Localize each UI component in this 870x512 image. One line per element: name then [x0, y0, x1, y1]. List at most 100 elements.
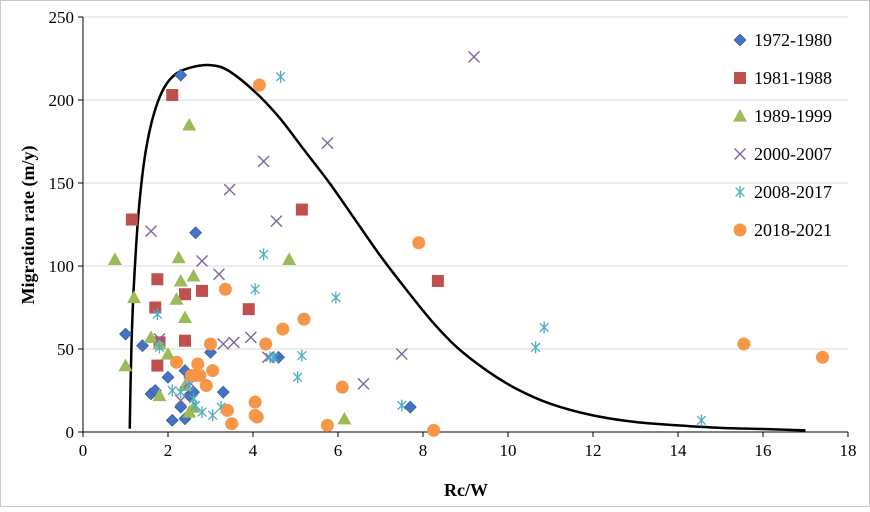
data-point	[149, 301, 162, 314]
data-point	[191, 357, 205, 371]
data-point	[145, 225, 157, 238]
data-point	[396, 399, 407, 412]
data-point	[335, 380, 349, 394]
data-point	[248, 395, 262, 409]
data-point	[186, 268, 201, 282]
legend-entry: 2018-2021	[754, 220, 832, 240]
data-point	[161, 346, 175, 360]
data-point	[270, 215, 283, 228]
legend-marker	[733, 33, 747, 47]
x-tick-label: 0	[79, 441, 88, 460]
data-point	[427, 423, 441, 437]
data-point	[737, 337, 751, 351]
x-tick-label: 10	[500, 441, 517, 460]
data-point	[221, 403, 234, 417]
data-point	[125, 213, 138, 226]
data-point	[227, 336, 240, 349]
data-point	[171, 250, 186, 264]
data-point	[403, 400, 417, 414]
x-tick-label: 2	[164, 441, 173, 460]
data-point	[196, 255, 208, 268]
x-tick-label: 6	[334, 441, 343, 460]
data-point	[250, 410, 264, 424]
data-point	[282, 252, 297, 265]
data-point	[206, 364, 220, 378]
data-point	[216, 385, 230, 399]
legend: 1972-1980 1981-1988 1989-1999 2000-2007 2008…	[733, 30, 832, 240]
envelope-curve-line	[128, 63, 806, 432]
axes: 0 50 100 150 200 250 0 2 4 6 8 10 12 14 16 18	[49, 8, 857, 460]
data-point	[292, 371, 303, 384]
data-point	[178, 378, 192, 392]
data-point	[165, 413, 179, 427]
legend-marker	[733, 109, 747, 122]
data-point	[179, 334, 191, 347]
x-tick-label: 8	[419, 441, 428, 460]
data-point	[178, 310, 192, 324]
data-point	[468, 50, 480, 63]
data-point	[197, 406, 207, 419]
data-point	[357, 377, 370, 390]
data-point	[261, 351, 274, 364]
data-point	[151, 273, 164, 286]
x-axis-title: Rc/W	[444, 480, 488, 500]
data-point	[331, 291, 341, 304]
data-point	[170, 355, 183, 369]
y-tick-label: 250	[49, 8, 75, 27]
data-point	[119, 327, 132, 341]
y-axis-title: Migration rate (m/y)	[18, 146, 39, 305]
data-point	[297, 312, 311, 326]
data-point	[189, 226, 203, 240]
data-point	[297, 349, 307, 362]
data-point	[320, 418, 334, 432]
data-point	[154, 341, 165, 354]
data-point	[207, 409, 218, 422]
legend-marker	[734, 72, 746, 84]
data-point	[161, 370, 175, 384]
legend-marker	[733, 223, 747, 237]
data-point	[153, 333, 166, 346]
data-point	[276, 322, 290, 336]
legend-entry: 1972-1980	[754, 30, 832, 50]
data-point	[275, 70, 286, 83]
data-point	[244, 331, 257, 344]
y-tick-label: 0	[66, 423, 75, 442]
data-point	[204, 337, 217, 351]
data-point	[127, 290, 141, 304]
x-tick-label: 16	[755, 441, 772, 460]
data-point	[295, 203, 308, 216]
data-point	[412, 236, 426, 250]
legend-entry: 2008-2017	[754, 182, 832, 202]
x-tick-label: 4	[249, 441, 258, 460]
data-point	[169, 292, 184, 305]
data-point	[196, 284, 208, 297]
legend-entry: 2000-2007	[754, 144, 832, 164]
data-point	[186, 400, 201, 413]
data-point	[174, 68, 188, 82]
data-point	[530, 341, 541, 354]
data-point	[199, 379, 213, 393]
data-point	[175, 386, 186, 399]
x-tick-label: 18	[840, 441, 857, 460]
data-point	[223, 183, 236, 196]
data-point	[217, 338, 230, 351]
data-point	[269, 351, 280, 364]
data-point	[174, 394, 187, 407]
data-point	[118, 358, 133, 372]
data-point	[257, 155, 270, 168]
data-point	[337, 411, 352, 425]
data-point	[250, 283, 260, 296]
y-tick-label: 150	[49, 174, 75, 193]
data-point	[539, 321, 549, 334]
data-point	[395, 347, 408, 360]
data-point	[179, 288, 191, 301]
data-points	[107, 50, 829, 437]
data-point	[173, 273, 188, 287]
legend-entry: 1989-1999	[754, 106, 832, 126]
y-tick-label: 100	[49, 257, 75, 276]
data-point	[252, 78, 266, 92]
data-point	[218, 282, 232, 296]
